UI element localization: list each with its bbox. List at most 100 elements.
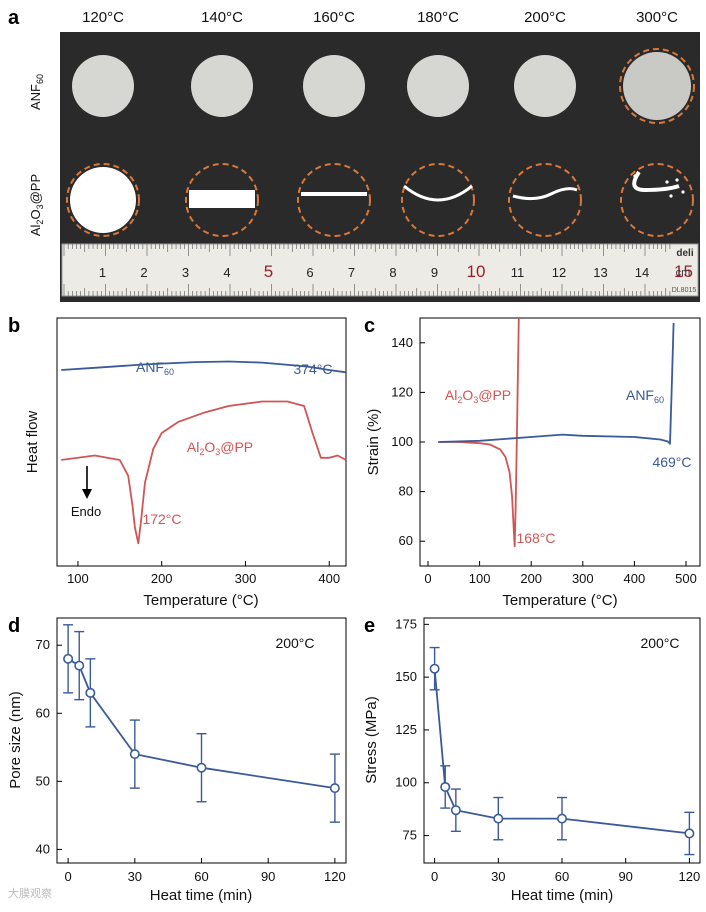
x-axis-label-e: Heat time (min): [511, 887, 614, 904]
data-marks-d: [63, 624, 340, 823]
x-tick-label: 120: [324, 869, 346, 884]
y-axis-label-c: Strain (%): [365, 409, 382, 476]
temperature-label: 200°C: [524, 9, 566, 26]
series-label-anf-b: ANF60: [136, 359, 174, 377]
dashed-outline: [620, 163, 694, 237]
data-point: [450, 805, 461, 816]
pp-residue-dot: [681, 190, 685, 194]
ruler-number: 4: [223, 265, 230, 280]
x-tick-label: 400: [318, 571, 340, 586]
x-tick-label: 300: [235, 571, 257, 586]
pp-shrunk-strip: [189, 190, 255, 208]
ruler-ticks: [63, 244, 671, 296]
endo-arrow: Endo: [71, 466, 101, 519]
data-marks-e: [429, 646, 695, 856]
y-axis-label-e: Stress (MPa): [363, 696, 380, 784]
condition-label-d: 200°C: [275, 635, 314, 651]
x-tick-label: 200: [520, 571, 542, 586]
ruler-number: 8: [389, 265, 396, 280]
temperature-label: 180°C: [417, 9, 459, 26]
y-tick-label: 80: [399, 484, 413, 499]
annotation-168c: 168°C: [516, 530, 555, 546]
plot-frame-b: [56, 317, 347, 567]
dashed-outline: [619, 48, 695, 124]
x-tick-label: 30: [128, 869, 142, 884]
y-tick-label: 70: [36, 637, 50, 652]
x-tick-label: 500: [675, 571, 697, 586]
watermark: 大膜观察: [8, 886, 52, 900]
x-tick-label: 400: [624, 571, 646, 586]
ruler-number: 9: [431, 265, 438, 280]
panel-letter-e: e: [364, 615, 375, 637]
x-tick-label: 100: [469, 571, 491, 586]
ruler-number: 11: [511, 265, 525, 280]
temperature-labels: 120°C 140°C 160°C 180°C 200°C 300°C: [82, 9, 678, 26]
ruler-number: 13: [593, 265, 607, 280]
dashed-outline: [66, 163, 140, 237]
temperature-label: 140°C: [201, 9, 243, 26]
ruler: 1 2 3 4 5 6 7 8 9 10 11 12 13 14 15 cm deli DL8015: [61, 243, 699, 297]
anf-disc: [623, 52, 691, 120]
data-point: [556, 813, 567, 824]
series-line: [61, 400, 347, 545]
data-point: [74, 660, 85, 671]
anf-disc: [191, 55, 253, 117]
ruler-number: 2: [140, 265, 147, 280]
ruler-number: 6: [306, 265, 313, 280]
x-tick-label: 0: [64, 869, 71, 884]
y-axis-label-b: Heat flow: [24, 411, 41, 474]
anf-disc: [407, 55, 469, 117]
ruler-number: 3: [182, 265, 189, 280]
data-point: [440, 781, 451, 792]
panel-letter-c: c: [364, 315, 375, 337]
ruler-model: DL8015: [672, 287, 697, 294]
curves-c: [438, 317, 675, 548]
x-tick-label: 0: [431, 869, 438, 884]
y-tick-label: 40: [36, 841, 50, 856]
series-label-al2o3-c: Al2O3@PP: [445, 387, 511, 405]
series-line: [438, 317, 520, 548]
x-tick-label: 60: [194, 869, 208, 884]
y-tick-label: 150: [395, 669, 417, 684]
pp-disc: [70, 167, 136, 233]
x-axis-ticks-b: 100 200 300 400: [67, 561, 340, 586]
x-tick-label: 100: [67, 571, 89, 586]
pp-wavy-strip: [512, 187, 578, 201]
ruler-number: 14: [635, 265, 649, 280]
curves-b: [61, 360, 347, 545]
pp-melted-residue: [632, 170, 680, 193]
series-line: [438, 322, 675, 445]
x-tick-label: 200: [151, 571, 173, 586]
anf-disc: [72, 55, 134, 117]
ruler-number: 5: [264, 262, 273, 281]
ruler-number: 12: [552, 265, 566, 280]
dashed-outline: [508, 163, 582, 237]
pp-thin-strip: [301, 192, 367, 196]
row-label-al2o3-pp: Al2O3@PP: [28, 174, 45, 236]
temperature-label: 300°C: [636, 9, 678, 26]
anf-disc: [514, 55, 576, 117]
x-axis-label-c: Temperature (°C): [502, 592, 617, 609]
axis-ticks-c: 0 100 200 300 400 500 60 80 100 120 140: [391, 335, 697, 586]
panel-c: c 0 100 200 300 400 500 60 80 100 120 140 Strain (…: [364, 315, 701, 609]
ruler-body: [61, 243, 699, 297]
series-label-al2o3-b: Al2O3@PP: [187, 439, 253, 457]
ruler-number: 7: [348, 265, 355, 280]
axis-ticks-d: 0 30 60 90 120 40 50 60 70: [36, 637, 346, 884]
data-point: [63, 653, 74, 664]
temperature-label: 160°C: [313, 9, 355, 26]
y-axis-label-d: Pore size (nm): [7, 691, 24, 789]
condition-label-e: 200°C: [640, 635, 679, 651]
x-tick-label: 120: [679, 869, 701, 884]
pp-residue-dot: [669, 194, 673, 198]
data-point: [429, 663, 440, 674]
y-tick-label: 75: [403, 828, 417, 843]
annotation-469c: 469°C: [652, 454, 691, 470]
dashed-outline: [185, 163, 259, 237]
series-line: [433, 668, 690, 835]
annotation-172c: 172°C: [142, 511, 181, 527]
panel-b: b 100 200 300 400 Heat flow Temperature (°C…: [8, 315, 347, 609]
x-axis-label-b: Temperature (°C): [143, 592, 258, 609]
ruler-number: 1: [99, 265, 106, 280]
